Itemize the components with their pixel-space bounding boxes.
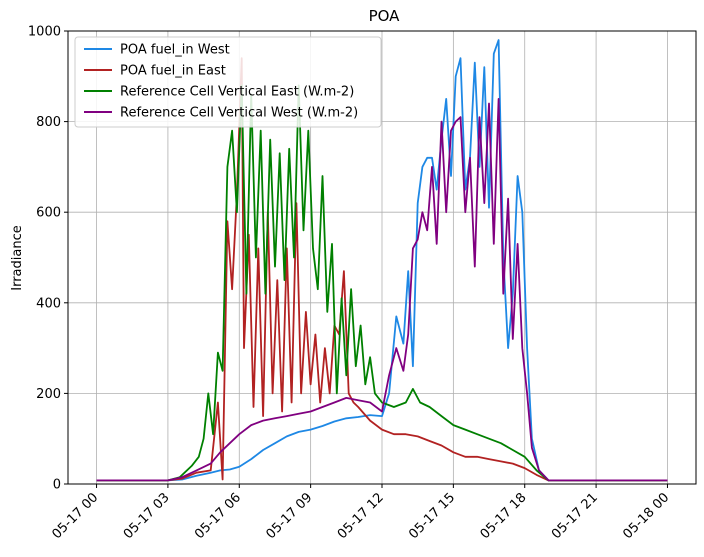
chart-title: POA	[369, 7, 401, 25]
legend: POA fuel_in West POA fuel_in East Referenc…	[74, 36, 382, 128]
x-tick-label: 05-17 00	[49, 490, 101, 542]
x-axis-ticks: 05-17 00 05-17 03 05-17 06 05-17 09 05-17 12…	[49, 484, 672, 542]
series-line-3	[96, 84, 668, 482]
x-tick-label: 05-18 00	[620, 490, 672, 542]
x-tick-label: 05-17 18	[478, 490, 530, 542]
series-lines	[96, 39, 668, 482]
series-line-2	[96, 57, 668, 482]
legend-label: POA fuel_in East	[120, 64, 226, 79]
legend-box	[74, 36, 382, 128]
y-axis-ticks: 0 200 400 600 800 1000	[28, 25, 68, 493]
y-tick-label: 200	[36, 387, 61, 402]
y-tick-label: 400	[36, 296, 61, 311]
series-line-4	[96, 98, 668, 482]
x-tick-label: 05-17 12	[335, 490, 387, 542]
x-tick-label: 05-17 06	[192, 490, 244, 542]
legend-label: POA fuel_in West	[120, 43, 230, 58]
series-line-1	[96, 39, 668, 482]
x-tick-label: 05-17 21	[549, 490, 601, 542]
y-tick-label: 1000	[28, 25, 61, 40]
legend-label: Reference Cell Vertical West (W.m-2)	[120, 106, 358, 121]
y-tick-label: 800	[36, 115, 61, 130]
x-tick-label: 05-17 15	[406, 490, 458, 542]
legend-label: Reference Cell Vertical East (W.m-2)	[120, 85, 354, 100]
y-axis-label: Irradiance	[10, 225, 25, 290]
y-tick-label: 0	[53, 478, 61, 493]
y-tick-label: 600	[36, 206, 61, 221]
x-tick-label: 05-17 09	[264, 490, 316, 542]
x-tick-label: 05-17 03	[121, 490, 173, 542]
